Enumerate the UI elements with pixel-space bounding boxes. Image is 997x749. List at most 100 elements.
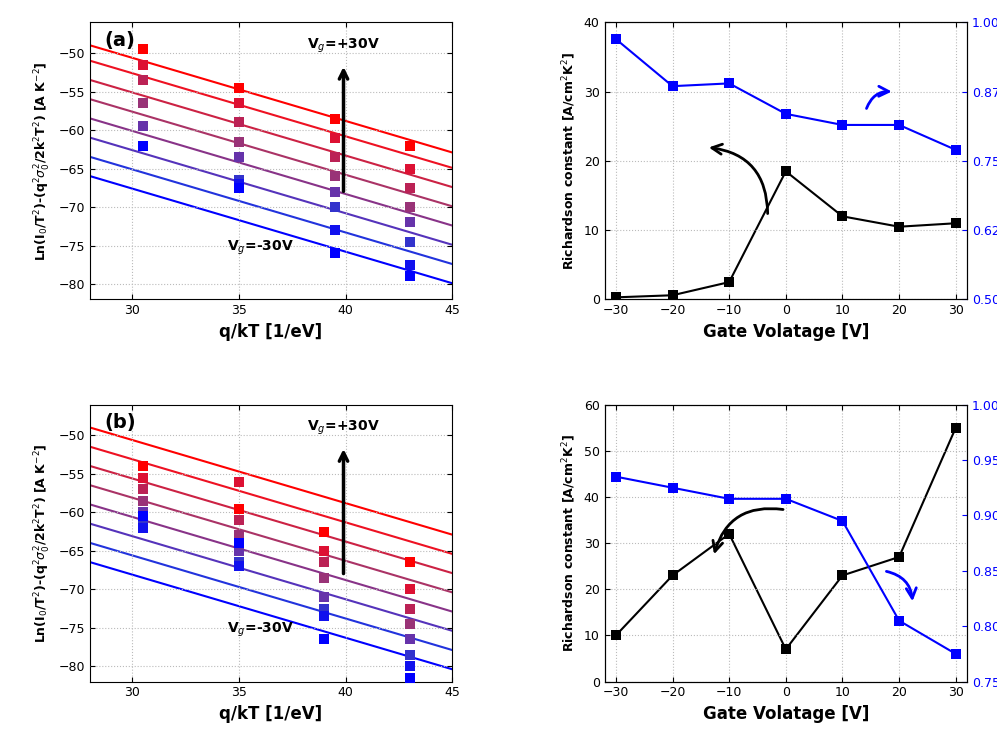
Point [316, 602, 332, 614]
Point [402, 216, 418, 228]
Y-axis label: Ln(I$_0$/T$^2$)-(q$^2$$\sigma_0^2$/2k$^2$T$^2$) [A K$^{-2}$]: Ln(I$_0$/T$^2$)-(q$^2$$\sigma_0^2$/2k$^2… [33, 61, 53, 261]
Point [402, 660, 418, 672]
Point [402, 634, 418, 646]
Point [891, 119, 907, 131]
Point [608, 33, 624, 45]
Point [316, 634, 332, 646]
Point [778, 108, 794, 120]
Point [135, 139, 151, 151]
Point [778, 166, 794, 178]
Point [402, 163, 418, 175]
Point [316, 557, 332, 568]
Point [135, 97, 151, 109]
Point [327, 186, 343, 198]
X-axis label: q/kT [1/eV]: q/kT [1/eV] [219, 705, 323, 723]
Point [316, 545, 332, 557]
Point [778, 643, 794, 655]
Point [135, 139, 151, 151]
Point [135, 58, 151, 70]
Point [402, 557, 418, 568]
Point [721, 77, 737, 89]
Point [402, 182, 418, 194]
Point [231, 178, 247, 190]
Text: (b): (b) [105, 413, 136, 432]
Point [135, 495, 151, 507]
Point [231, 503, 247, 515]
Point [231, 560, 247, 572]
Point [948, 422, 964, 434]
Point [608, 470, 624, 482]
Point [778, 493, 794, 505]
Point [402, 672, 418, 684]
Text: V$_g$=-30V: V$_g$=-30V [227, 621, 294, 639]
Point [316, 591, 332, 603]
Point [608, 629, 624, 641]
Point [327, 201, 343, 213]
Point [948, 144, 964, 156]
X-axis label: q/kT [1/eV]: q/kT [1/eV] [219, 323, 323, 341]
Point [665, 482, 681, 494]
Point [665, 569, 681, 581]
Point [721, 528, 737, 540]
Text: V$_g$=+30V: V$_g$=+30V [307, 419, 380, 437]
Text: (a): (a) [105, 31, 136, 49]
Point [402, 649, 418, 661]
Point [891, 551, 907, 563]
Point [402, 618, 418, 630]
Point [327, 151, 343, 163]
Point [135, 74, 151, 86]
Point [402, 602, 418, 614]
Point [135, 472, 151, 484]
Point [316, 571, 332, 583]
Point [891, 615, 907, 627]
Point [135, 483, 151, 495]
Point [231, 136, 247, 148]
Point [327, 247, 343, 259]
Y-axis label: Richardson constant [A/cm$^2$K$^2$]: Richardson constant [A/cm$^2$K$^2$] [560, 52, 578, 270]
Point [231, 537, 247, 549]
Point [231, 175, 247, 187]
Point [231, 117, 247, 129]
Point [402, 139, 418, 151]
Y-axis label: Richardson constant [A/cm$^2$K$^2$]: Richardson constant [A/cm$^2$K$^2$] [560, 434, 578, 652]
Point [135, 518, 151, 530]
Point [834, 210, 850, 222]
Point [135, 460, 151, 472]
Point [135, 510, 151, 522]
Point [721, 493, 737, 505]
Point [135, 43, 151, 55]
Y-axis label: Ln(I$_0$/T$^2$)-(q$^2$$\sigma_0^2$/2k$^2$T$^2$) [A K$^{-2}$]: Ln(I$_0$/T$^2$)-(q$^2$$\sigma_0^2$/2k$^2… [33, 443, 53, 643]
Point [327, 132, 343, 144]
Point [608, 291, 624, 303]
Point [316, 526, 332, 538]
Point [834, 515, 850, 527]
Point [402, 236, 418, 248]
Point [231, 476, 247, 488]
Point [135, 522, 151, 534]
X-axis label: Gate Volatage [V]: Gate Volatage [V] [703, 705, 869, 723]
Text: V$_g$=+30V: V$_g$=+30V [307, 36, 380, 55]
Point [948, 217, 964, 229]
Point [834, 119, 850, 131]
Point [402, 201, 418, 213]
Point [231, 151, 247, 163]
Point [327, 224, 343, 236]
Point [231, 514, 247, 526]
Text: V$_g$=-30V: V$_g$=-30V [227, 238, 294, 257]
Point [721, 276, 737, 288]
Point [402, 583, 418, 595]
Point [231, 182, 247, 194]
Point [665, 289, 681, 301]
Point [402, 259, 418, 271]
Point [231, 545, 247, 557]
Point [135, 139, 151, 151]
Point [891, 221, 907, 233]
Point [327, 112, 343, 124]
Point [402, 270, 418, 282]
Point [665, 80, 681, 92]
Point [135, 506, 151, 518]
Point [231, 530, 247, 542]
Point [231, 82, 247, 94]
Point [948, 648, 964, 660]
Point [316, 610, 332, 622]
